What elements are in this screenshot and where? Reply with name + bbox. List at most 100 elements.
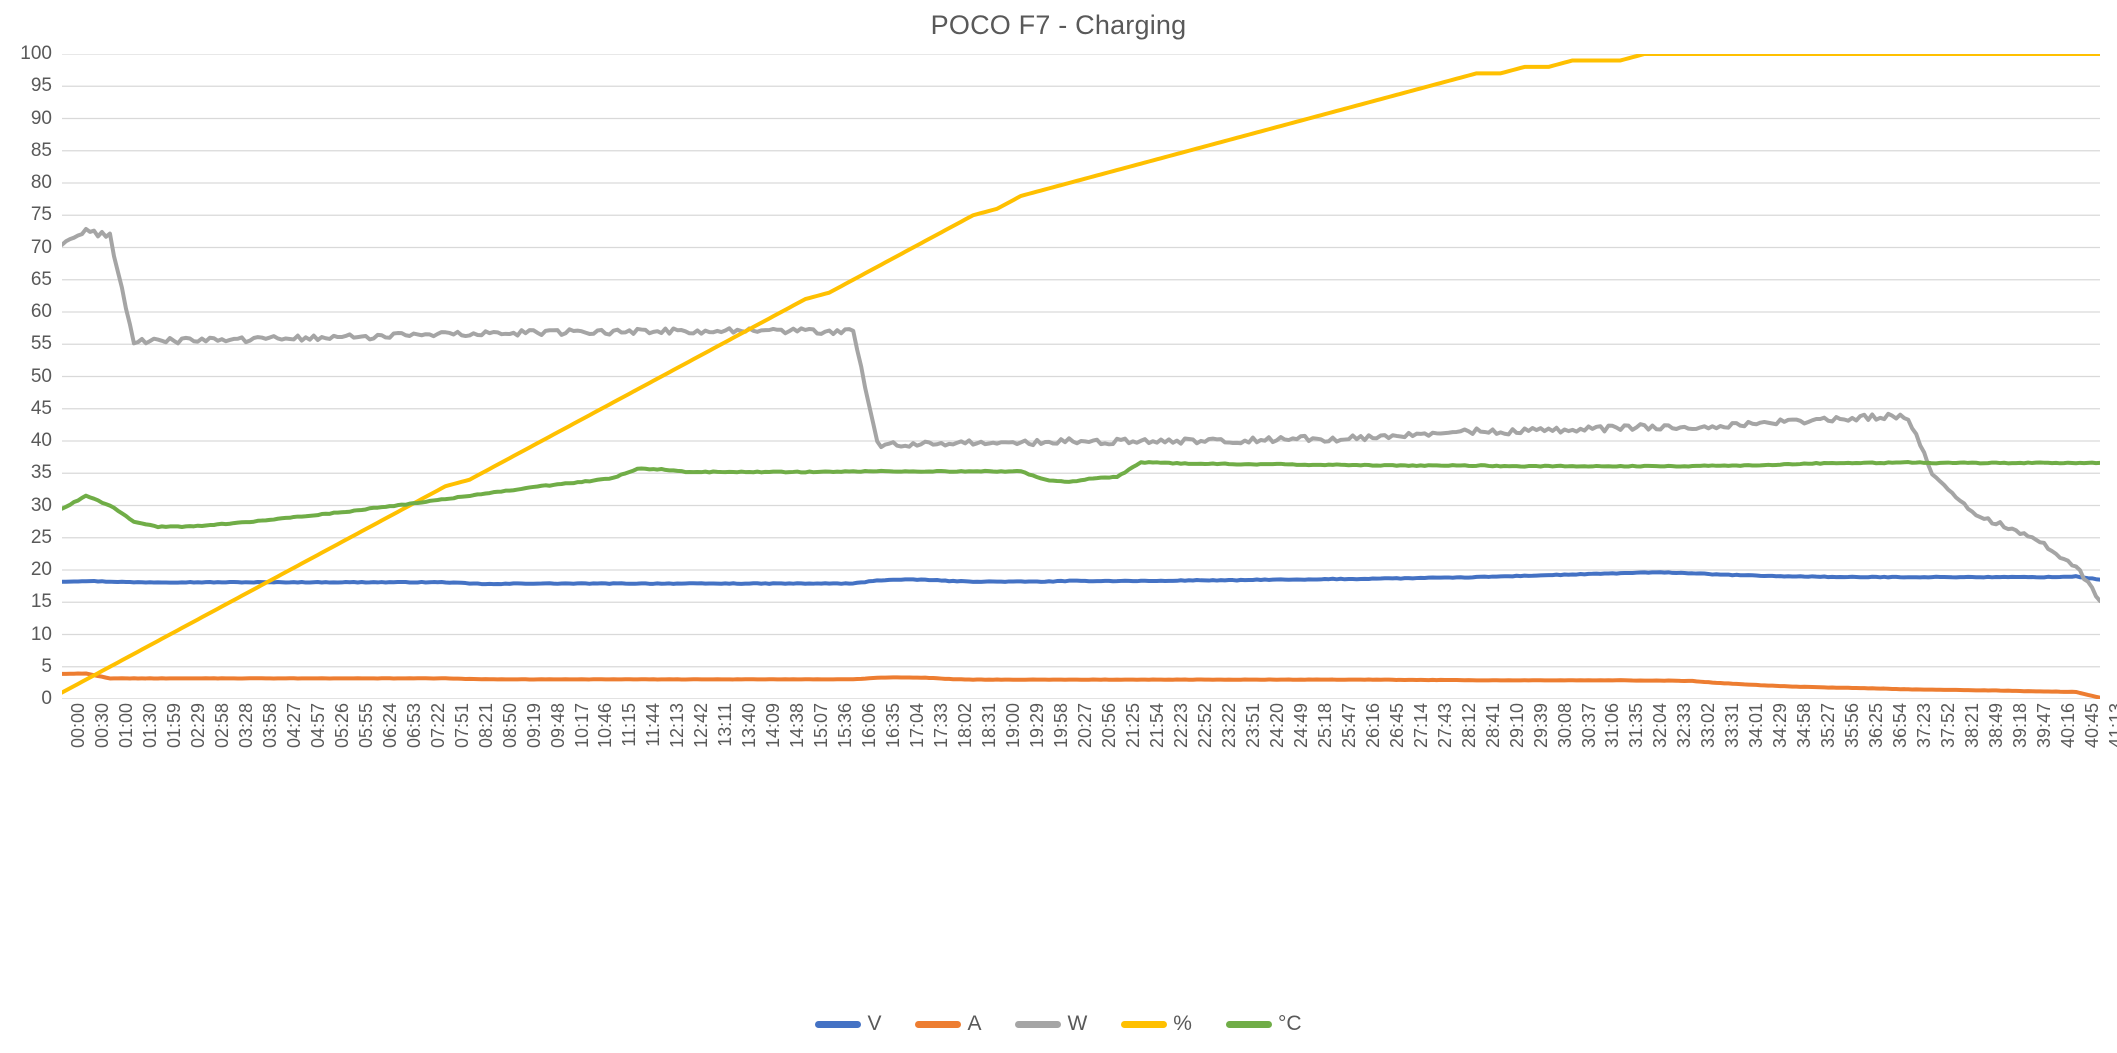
y-tick-label: 70 xyxy=(30,236,52,258)
x-tick-label: 27:43 xyxy=(1434,703,1455,749)
x-tick-label: 10:46 xyxy=(595,703,616,749)
legend-item-temperature[interactable]: °C xyxy=(1225,1012,1302,1036)
legend-item-power[interactable]: W xyxy=(1015,1012,1087,1036)
x-tick-label: 16:35 xyxy=(883,703,904,749)
x-tick-label: 15:36 xyxy=(835,703,856,749)
x-tick-label: 02:58 xyxy=(211,703,232,749)
x-tick-label: 04:27 xyxy=(283,703,304,749)
x-tick-label: 26:16 xyxy=(1362,703,1383,749)
x-tick-label: 22:52 xyxy=(1194,703,1215,749)
x-tick-label: 11:44 xyxy=(643,703,664,747)
x-tick-label: 36:25 xyxy=(1866,703,1887,749)
x-tick-label: 25:18 xyxy=(1314,703,1335,749)
y-tick-label: 35 xyxy=(30,462,52,484)
x-tick-label: 28:12 xyxy=(1458,703,1479,749)
x-tick-label: 03:28 xyxy=(235,703,256,749)
x-tick-label: 21:54 xyxy=(1146,703,1167,749)
y-tick-label: 40 xyxy=(30,430,52,451)
x-tick-label: 32:33 xyxy=(1674,703,1695,749)
legend-label: A xyxy=(967,1012,982,1035)
x-tick-label: 07:22 xyxy=(427,703,448,749)
y-tick-label: 0 xyxy=(41,688,52,709)
plot-svg xyxy=(62,54,2100,699)
chart-title: POCO F7 - Charging xyxy=(930,10,1187,40)
y-tick-label: 65 xyxy=(30,268,52,290)
x-tick-label: 14:38 xyxy=(787,703,808,749)
x-tick-label: 23:51 xyxy=(1242,703,1263,749)
y-tick-label: 25 xyxy=(30,526,52,548)
x-tick-label: 35:56 xyxy=(1842,703,1863,749)
x-tick-label: 19:00 xyxy=(1003,703,1024,749)
y-tick-label: 60 xyxy=(30,301,52,322)
x-tick-label: 09:19 xyxy=(523,703,544,749)
x-tick-label: 08:50 xyxy=(499,703,520,749)
y-tick-label: 30 xyxy=(30,494,52,516)
x-tick-label: 15:07 xyxy=(811,703,832,749)
x-tick-label: 33:31 xyxy=(1722,703,1743,749)
series-line-percent xyxy=(62,54,2100,693)
x-tick-label: 35:27 xyxy=(1818,703,1839,749)
x-tick-label: 24:49 xyxy=(1290,703,1311,749)
y-tick-label: 80 xyxy=(30,172,52,193)
legend-swatch-icon xyxy=(915,1020,962,1028)
x-tick-label: 34:01 xyxy=(1746,703,1767,749)
y-tick-label: 50 xyxy=(30,365,52,387)
y-tick-label: 90 xyxy=(30,107,52,129)
x-tick-label: 21:25 xyxy=(1122,703,1143,749)
y-tick-label: 75 xyxy=(30,204,52,226)
x-tick-label: 36:54 xyxy=(1890,703,1911,749)
legend-swatch-icon xyxy=(1121,1020,1168,1028)
x-tick-label: 40:16 xyxy=(2058,703,2079,749)
x-tick-label: 30:08 xyxy=(1554,703,1575,749)
legend-item-current[interactable]: A xyxy=(915,1012,981,1036)
legend-swatch-icon xyxy=(815,1020,862,1028)
y-tick-label: 45 xyxy=(30,397,52,419)
y-tick-label: 100 xyxy=(20,43,52,64)
x-tick-label: 30:37 xyxy=(1578,703,1599,749)
x-tick-label: 29:39 xyxy=(1530,703,1551,749)
x-tick-label: 06:53 xyxy=(403,703,424,749)
y-tick-label: 10 xyxy=(30,623,52,645)
y-tick-label: 85 xyxy=(30,139,52,161)
x-tick-label: 16:06 xyxy=(859,703,880,749)
x-tick-label: 34:29 xyxy=(1770,703,1791,749)
x-tick-label: 05:26 xyxy=(331,703,352,749)
x-tick-label: 24:20 xyxy=(1266,703,1287,749)
x-tick-label: 05:55 xyxy=(355,703,376,749)
x-tick-label: 31:06 xyxy=(1602,703,1623,749)
chart-legend: V A W% °C xyxy=(0,1012,2117,1036)
x-tick-label: 31:35 xyxy=(1626,703,1647,749)
x-tick-label: 00:00 xyxy=(68,703,88,749)
series-line-watts xyxy=(62,229,2100,601)
y-tick-label: 55 xyxy=(30,333,52,355)
y-axis: 100 95 90 85 80 75 70 65 60 55 50 45 40 35 30 25 20 15 10 5… xyxy=(0,43,52,709)
x-tick-label: 17:04 xyxy=(907,703,928,749)
x-tick-label: 33:02 xyxy=(1698,703,1719,749)
x-tick-label: 08:21 xyxy=(475,703,496,749)
legend-label: W xyxy=(1067,1012,1088,1035)
x-tick-label: 34:58 xyxy=(1794,703,1815,749)
x-tick-label: 12:13 xyxy=(667,703,688,749)
x-tick-label: 06:24 xyxy=(379,703,400,749)
x-tick-label: 22:23 xyxy=(1170,703,1191,749)
x-tick-label: 11:15 xyxy=(619,703,640,747)
x-axis: 00:00 00:30 01:00 01:30 01:59 02:29 02:58 03:28… xyxy=(62,703,2117,953)
x-tick-label: 37:52 xyxy=(1938,703,1959,749)
y-tick-label: 15 xyxy=(30,591,52,613)
legend-label: % xyxy=(1173,1012,1192,1035)
x-tick-label: 13:11 xyxy=(715,703,736,747)
x-tick-label: 01:00 xyxy=(115,703,136,749)
x-tick-label: 27:14 xyxy=(1410,703,1431,749)
x-tick-label: 40:45 xyxy=(2082,703,2103,749)
legend-item-percent[interactable]: % xyxy=(1121,1012,1192,1036)
legend-item-voltage[interactable]: V xyxy=(815,1012,881,1036)
x-tick-label: 07:51 xyxy=(451,703,472,749)
x-tick-label: 12:42 xyxy=(691,703,712,749)
series-line-volts xyxy=(62,572,2100,584)
x-tick-label: 09:48 xyxy=(547,703,568,749)
x-tick-label: 19:29 xyxy=(1027,703,1048,749)
x-tick-label: 38:49 xyxy=(1986,703,2007,749)
x-tick-label: 23:22 xyxy=(1218,703,1239,749)
x-tick-label: 01:59 xyxy=(163,703,184,749)
x-tick-label: 14:09 xyxy=(763,703,784,749)
